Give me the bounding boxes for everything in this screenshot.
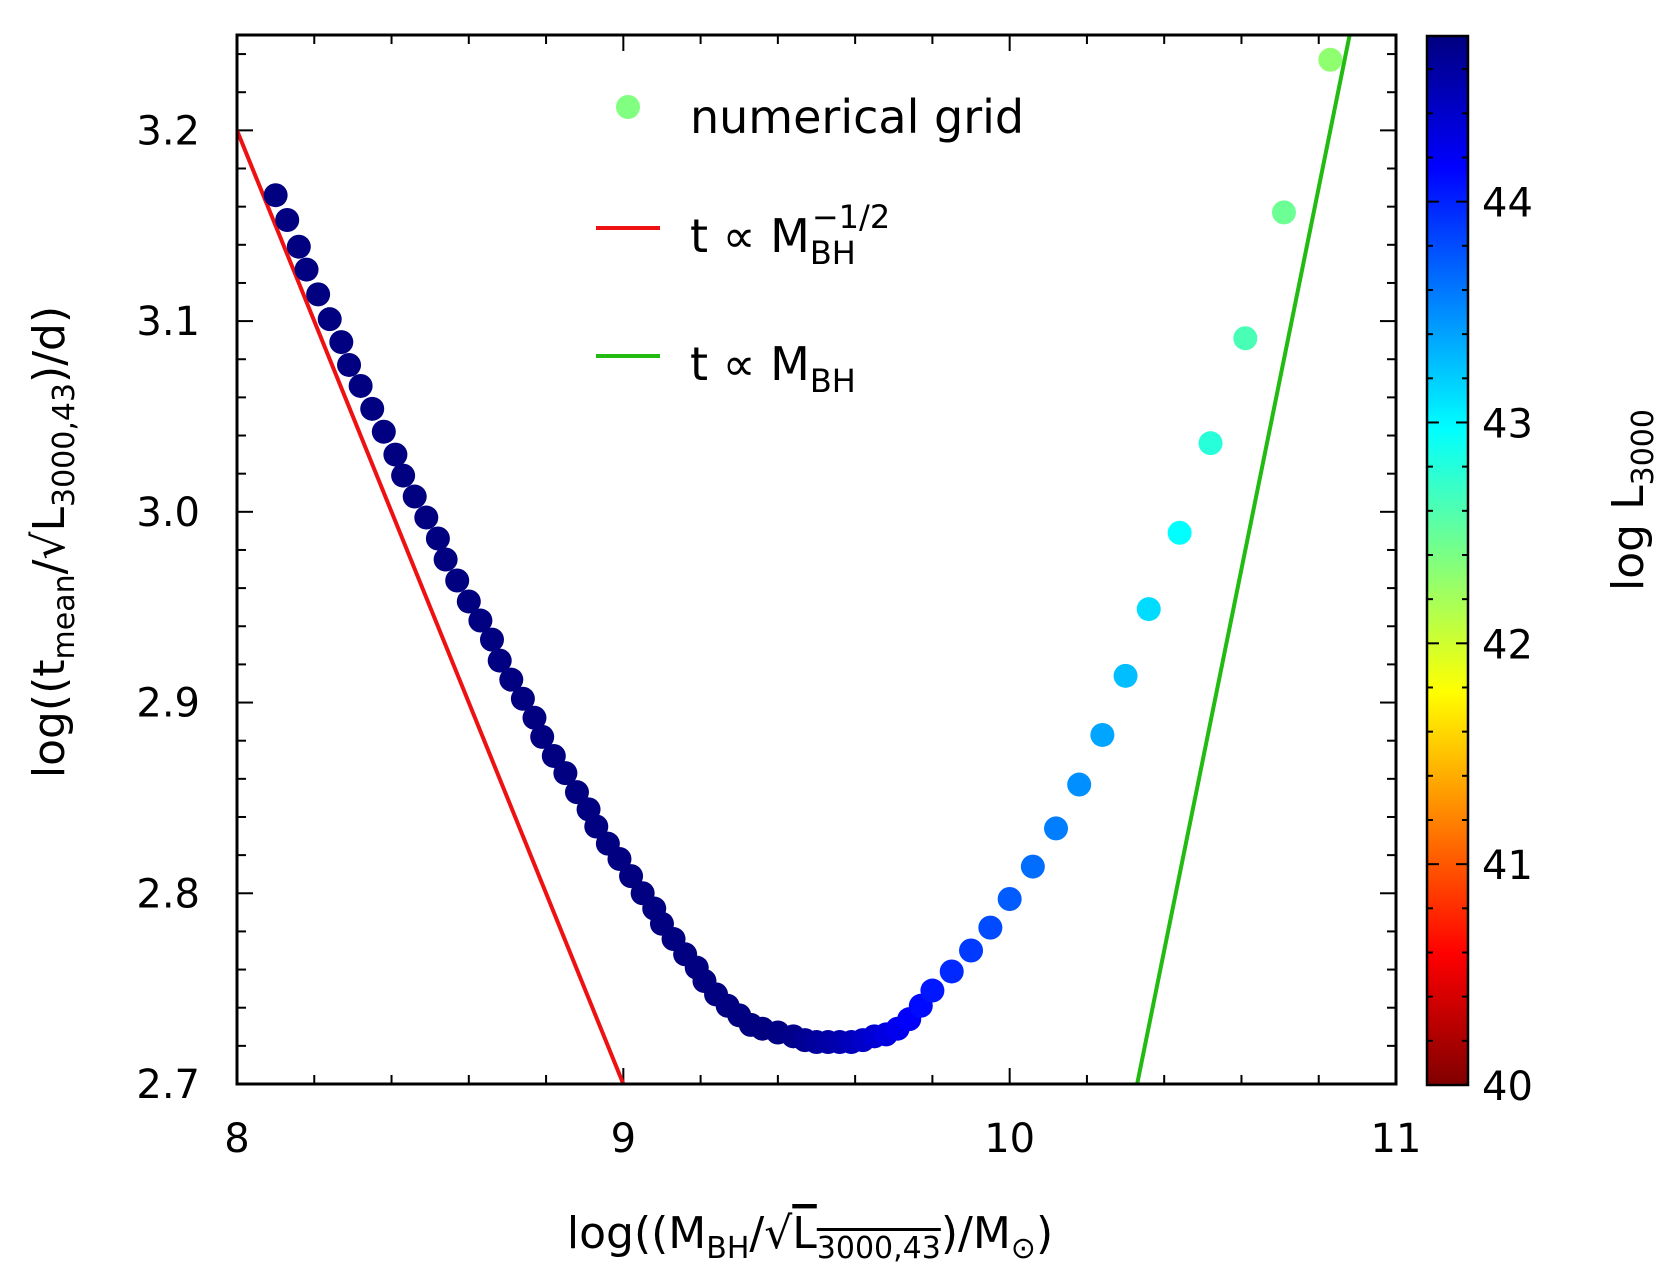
data-point: [997, 886, 1022, 911]
data-point: [1233, 326, 1258, 351]
data-point: [306, 282, 331, 307]
data-point: [1067, 772, 1092, 797]
data-point: [1167, 520, 1192, 545]
data-point: [425, 526, 450, 551]
data-point: [510, 686, 535, 711]
y-tick-label: 3.1: [136, 299, 200, 345]
y-tick-label: 2.9: [136, 681, 200, 727]
data-point: [391, 463, 416, 488]
data-point: [499, 667, 524, 692]
y-tick-label: 2.7: [136, 1062, 200, 1108]
data-point: [1318, 47, 1343, 72]
plot-frame: [235, 33, 1398, 1086]
data-point: [1020, 854, 1045, 879]
legend: numerical grid t ∝ MBH−1/2 t ∝ MBH: [596, 90, 1024, 400]
y-axis-label: log((tmean/√L3000,43)/d): [24, 306, 82, 778]
colorbar-ticks: 40 41 42 43 44: [1427, 68, 1533, 1110]
data-point: [619, 864, 644, 889]
data-point: [402, 484, 427, 509]
y-tick-label: 3.0: [136, 490, 200, 536]
data-point: [468, 608, 493, 633]
data-point: [541, 743, 566, 768]
data-point: [348, 373, 373, 398]
data-point: [1044, 816, 1069, 841]
x-tick-label: 10: [984, 1116, 1035, 1162]
data-point: [553, 761, 578, 786]
axis-ticks: 8 9 10 11 2.7 2.8 2.9 3.0 3.1 3.2: [136, 35, 1421, 1162]
legend-label-red-line: t ∝ MBH−1/2: [690, 198, 890, 272]
colorbar-label: log L3000: [1603, 409, 1661, 591]
data-point: [959, 938, 984, 963]
data-point: [383, 442, 408, 467]
data-point: [360, 396, 385, 421]
data-point: [414, 505, 439, 530]
legend-label-grid: numerical grid: [690, 90, 1024, 144]
colorbar-tick-label: 44: [1482, 181, 1533, 227]
fit-lines: [237, 35, 1352, 1084]
x-tick-label: 11: [1371, 1116, 1422, 1162]
data-point: [329, 330, 354, 355]
scatter-points: [263, 47, 1343, 1055]
colorbar: [1425, 34, 1470, 1087]
data-point: [263, 183, 288, 208]
colorbar-tick-label: 42: [1482, 622, 1533, 668]
colorbar-tick-label: 43: [1482, 401, 1533, 447]
data-point: [456, 589, 481, 614]
legend-marker-grid: [616, 95, 640, 119]
data-point: [607, 846, 632, 871]
legend-label-green-line: t ∝ MBH: [690, 337, 856, 400]
data-point: [1198, 431, 1223, 456]
data-point: [1090, 722, 1115, 747]
y-tick-label: 3.2: [136, 108, 200, 154]
data-point: [294, 257, 319, 282]
data-point: [978, 915, 1003, 940]
y-tick-label: 2.8: [136, 871, 200, 917]
data-point: [1271, 200, 1296, 225]
fit-line-slope-minus-half: [237, 129, 626, 1084]
x-axis-label: log((MBH/√L3000,43)/M⊙): [567, 1208, 1053, 1266]
data-point: [445, 568, 470, 593]
data-point: [920, 978, 945, 1003]
colorbar-tick-label: 41: [1482, 843, 1533, 889]
data-point: [1136, 597, 1161, 622]
data-point: [275, 208, 300, 233]
data-point: [479, 627, 504, 652]
colorbar-tick-label: 40: [1482, 1064, 1533, 1110]
data-point: [1113, 663, 1138, 688]
data-point: [939, 959, 964, 984]
data-point: [530, 724, 555, 749]
x-tick-label: 9: [611, 1116, 636, 1162]
data-point: [286, 234, 311, 259]
data-point: [584, 814, 609, 839]
data-point: [522, 705, 547, 730]
data-point: [337, 352, 362, 377]
data-point: [433, 547, 458, 572]
fit-line-slope-one: [1135, 35, 1352, 1084]
data-point: [564, 780, 589, 805]
x-tick-label: 8: [224, 1116, 249, 1162]
data-point: [317, 307, 342, 332]
data-point: [487, 648, 512, 673]
data-point: [371, 419, 396, 444]
